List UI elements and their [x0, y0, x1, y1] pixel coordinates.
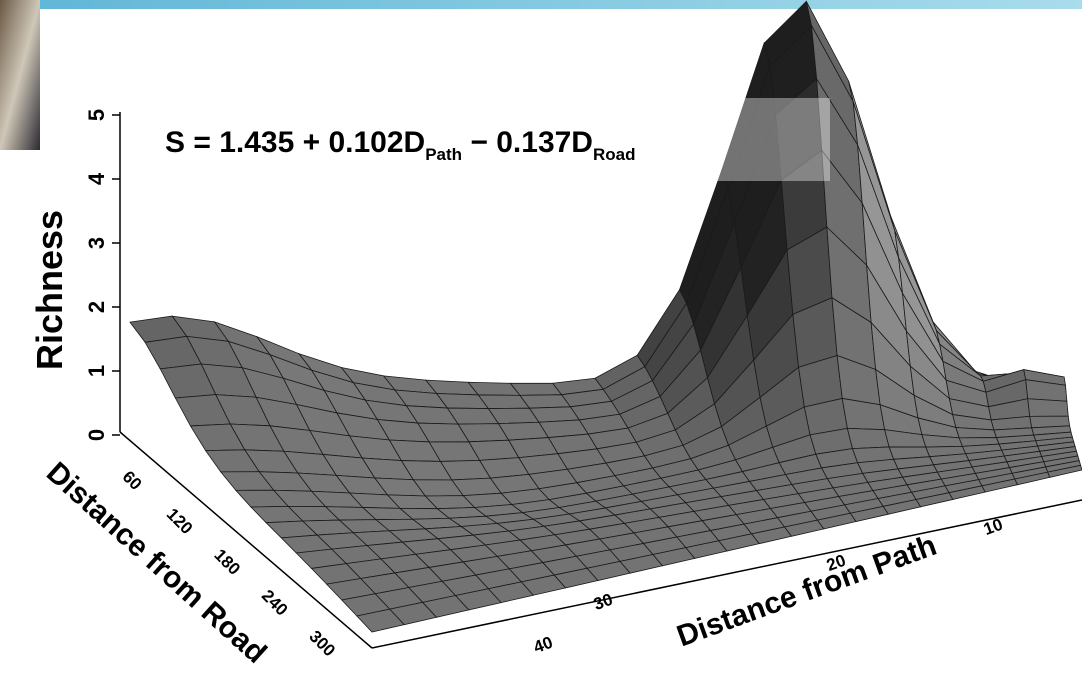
surface-cell	[1028, 399, 1069, 417]
path-tick-label: 10	[981, 515, 1005, 539]
equation: S = 1.435 + 0.102DPath − 0.137DRoad	[165, 126, 635, 164]
equation-box	[640, 98, 830, 181]
corner-photo	[0, 0, 40, 150]
road-tick-label: 180	[210, 545, 243, 578]
equation-part: S = 1.435 + 0.102D	[165, 126, 425, 159]
z-tick-label: 3	[84, 237, 109, 249]
equation-part: − 0.137D	[462, 126, 593, 159]
equation-sub: Path	[425, 145, 462, 164]
road-tick-label: 300	[305, 627, 338, 660]
road-tick-label: 120	[163, 505, 196, 538]
z-tick-label: 1	[84, 365, 109, 377]
path-tick-label: 30	[591, 590, 615, 614]
road-tick-label: 60	[119, 467, 146, 494]
path-tick-label: 40	[531, 633, 555, 657]
top-bar	[0, 0, 1082, 9]
slide: 0123456012018024030040302010 S = 1.435 +…	[0, 0, 1082, 693]
z-tick-label: 0	[84, 429, 109, 441]
z-tick-label: 4	[84, 172, 109, 185]
road-tick-label: 240	[258, 586, 291, 619]
z-tick-label: 2	[84, 301, 109, 313]
z-tick-label: 5	[84, 109, 109, 121]
z-axis-label: Richness	[29, 210, 70, 370]
equation-sub: Road	[593, 145, 636, 164]
surface	[130, 1, 1082, 632]
surface-cell	[847, 428, 889, 448]
